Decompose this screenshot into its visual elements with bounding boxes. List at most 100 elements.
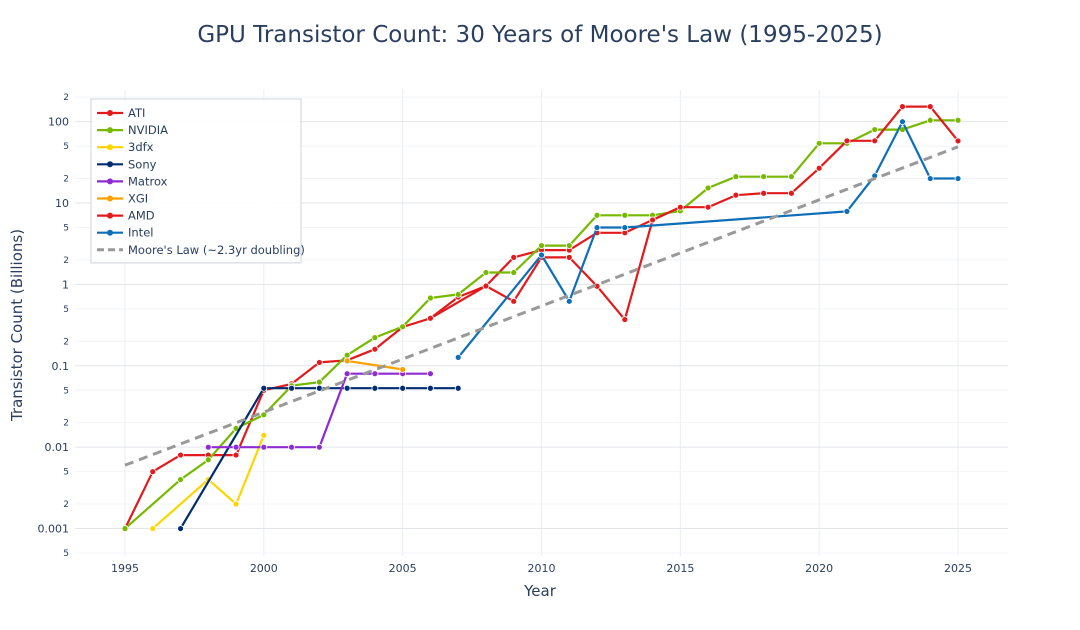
data-point	[454, 291, 462, 298]
legend-marker	[107, 229, 113, 236]
data-point	[371, 334, 379, 342]
data-point	[538, 251, 545, 259]
data-point	[454, 384, 462, 392]
data-point	[732, 191, 740, 199]
legend-item[interactable]: AMD	[97, 209, 155, 223]
data-point	[954, 116, 962, 124]
y-minor-tick-label: 2	[63, 175, 69, 185]
legend-item[interactable]: Moore's Law (~2.3yr doubling)	[97, 243, 305, 257]
data-point	[288, 443, 295, 451]
y-tick-label: 0.001	[38, 523, 70, 536]
x-tick-label: 1995	[111, 562, 139, 575]
legend-item[interactable]: ATI	[97, 106, 145, 120]
series-sony	[177, 384, 462, 532]
legend	[90, 98, 302, 264]
y-minor-tick-label: 2	[63, 500, 69, 510]
data-point	[926, 175, 934, 182]
x-tick-label: 2015	[666, 562, 694, 575]
data-point	[899, 118, 906, 126]
series-matrox	[204, 370, 434, 451]
y-minor-tick-label: 5	[63, 468, 69, 478]
legend-item[interactable]: NVIDIA	[97, 123, 168, 137]
y-minor-tick-label: 5	[63, 224, 69, 234]
y-minor-tick-label: 2	[63, 337, 69, 347]
legend-marker	[107, 161, 113, 168]
y-minor-tick-label: 2	[63, 256, 69, 266]
data-point	[260, 411, 268, 419]
data-point	[454, 353, 462, 361]
legend-item[interactable]: Matrox	[97, 174, 168, 188]
data-point	[260, 431, 268, 439]
y-axis-title: Transistor Count (Billions)	[8, 229, 26, 422]
y-tick-label: 10	[55, 197, 69, 210]
data-point	[593, 224, 601, 231]
data-point	[510, 269, 518, 276]
data-point	[427, 370, 434, 378]
legend-label: Moore's Law (~2.3yr doubling)	[128, 243, 305, 257]
legend-item[interactable]: XGI	[97, 192, 148, 206]
series-line	[151, 434, 265, 530]
data-point	[565, 297, 573, 305]
data-point	[621, 316, 629, 323]
series-line	[124, 145, 959, 467]
data-point	[926, 103, 934, 111]
data-point	[704, 184, 712, 192]
data-point	[649, 216, 656, 224]
chart-title: GPU Transistor Count: 30 Years of Moore'…	[197, 22, 883, 48]
data-point	[593, 211, 601, 219]
series-line	[457, 120, 958, 359]
data-point	[788, 189, 795, 197]
series-moore-s-law-2-3yr-doubling	[124, 145, 959, 467]
y-minor-tick-label: 2	[63, 419, 69, 429]
data-point	[399, 323, 407, 331]
y-minor-tick-label: 5	[63, 305, 69, 315]
legend-marker	[107, 144, 113, 151]
data-point	[399, 384, 407, 392]
legend-label: 3dfx	[128, 140, 154, 154]
legend-marker	[107, 212, 113, 219]
x-tick-label: 2020	[805, 562, 833, 575]
data-point	[232, 451, 240, 459]
data-point	[315, 359, 323, 366]
data-point	[315, 378, 323, 386]
series-line	[429, 105, 959, 321]
series-line	[179, 387, 459, 530]
data-point	[871, 126, 879, 133]
y-minor-tick-label: 5	[63, 549, 69, 559]
y-minor-tick-label: 5	[63, 142, 69, 152]
data-point	[177, 476, 184, 483]
legend-item[interactable]: Sony	[97, 157, 157, 171]
legend-item[interactable]: Intel	[97, 226, 153, 240]
legend-item[interactable]: 3dfx	[97, 140, 154, 154]
x-tick-label: 2010	[528, 562, 556, 575]
legend-marker	[107, 195, 113, 202]
x-tick-label: 2025	[944, 562, 972, 575]
legend-label: XGI	[128, 192, 148, 206]
y-tick-label: 1	[62, 278, 69, 291]
data-point	[815, 164, 823, 172]
data-point	[565, 242, 573, 249]
legend-label: NVIDIA	[128, 123, 168, 137]
data-point	[482, 269, 490, 276]
legend-marker	[107, 127, 113, 134]
data-point	[232, 500, 240, 508]
legend-marker	[107, 178, 113, 185]
data-point	[538, 242, 545, 249]
legend-label: Sony	[128, 157, 157, 171]
data-point	[621, 224, 629, 231]
y-tick-label: 100	[48, 116, 69, 129]
data-point	[288, 384, 295, 392]
data-point	[621, 211, 629, 219]
data-point	[843, 207, 851, 215]
series-nvidia	[121, 116, 962, 532]
legend-label: AMD	[128, 209, 155, 223]
data-point	[315, 443, 323, 451]
data-point	[343, 357, 351, 365]
series-intel	[454, 118, 962, 361]
data-point	[149, 468, 157, 476]
data-point	[260, 443, 268, 451]
x-tick-label: 2000	[250, 562, 278, 575]
data-point	[343, 370, 351, 378]
legend-marker	[107, 110, 113, 116]
